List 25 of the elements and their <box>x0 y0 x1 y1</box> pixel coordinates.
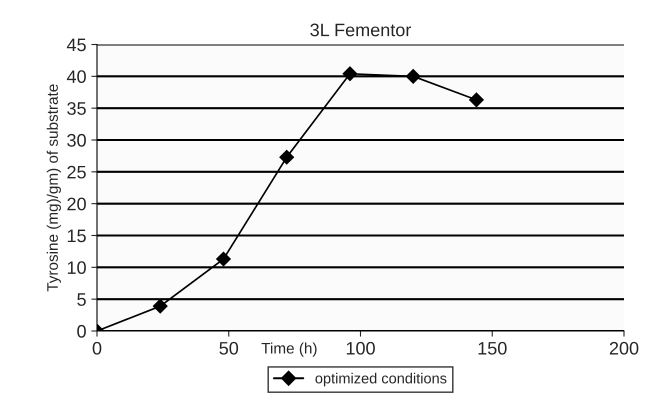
point <box>279 150 294 165</box>
chart-title: 3L Fementor <box>310 24 412 36</box>
y-tick-label: 25 <box>67 166 86 179</box>
x-tick-label: 50 <box>219 342 238 355</box>
y-tick-label: 35 <box>67 102 86 115</box>
point <box>469 92 484 108</box>
point <box>216 252 231 266</box>
x-tick-label: 100 <box>346 342 375 355</box>
x-tick-label: 0 <box>92 342 102 355</box>
y-tick-label: 45 <box>66 38 86 52</box>
y-tick-label: 0 <box>77 324 86 338</box>
y-tick-label: 5 <box>77 293 86 306</box>
y-tick-label: 20 <box>67 198 86 210</box>
x-tick-label: 150 <box>478 342 507 355</box>
y-tick-label: 40 <box>66 70 86 84</box>
x-tick-label: 200 <box>610 342 638 355</box>
x-axis-title: Time (h) <box>262 342 317 357</box>
y-tick-label: 30 <box>67 134 86 147</box>
y-axis-title: Tyrosine (mg)/gm) of substrate <box>46 84 61 292</box>
y-tick-label: 10 <box>68 261 86 274</box>
point <box>152 298 168 314</box>
y-tick-label: 15 <box>68 230 86 242</box>
legend-label: optimized conditions <box>315 372 446 386</box>
point <box>342 66 358 82</box>
point <box>406 68 421 84</box>
